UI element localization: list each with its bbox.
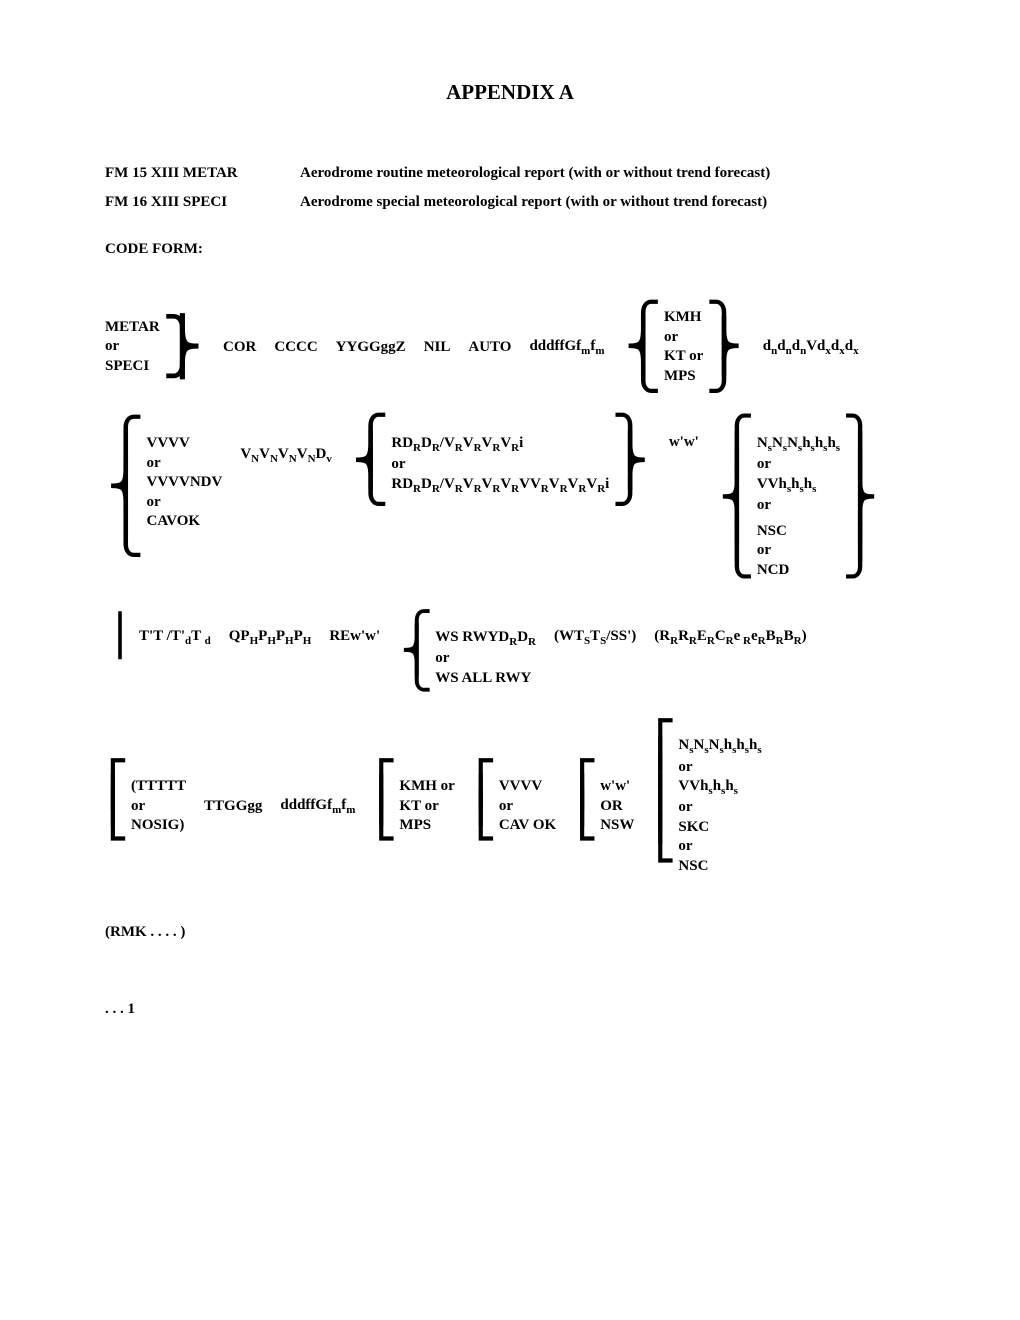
r1-mps: MPS — [664, 367, 703, 387]
appendix-title: APPENDIX A — [105, 80, 915, 105]
def-text-0: Aerodrome routine meteorological report … — [300, 165, 915, 182]
r1-cor: COR — [223, 339, 256, 356]
r4-nosig: NOSIG) — [131, 816, 186, 836]
r1-kmh: KMH — [664, 308, 703, 328]
r4-vvhs: VVhshshs — [678, 777, 761, 798]
def-text-1: Aerodrome special meteorological report … — [300, 194, 915, 211]
r3-rew: REw'w' — [329, 628, 380, 645]
brace-l: ⎧⎨⎩ — [624, 321, 662, 374]
r3-temp: T'T /T'dT d — [139, 628, 211, 647]
r4-cor2: or — [678, 798, 761, 818]
r4-wwor: OR — [600, 797, 634, 817]
r2-or1: or — [147, 454, 223, 474]
codeform-label: CODE FORM: — [105, 241, 915, 258]
r3-ws1: WS RWYDRDR — [435, 628, 536, 649]
r2-ww: w'w' — [669, 434, 699, 451]
dots-1: . . . 1 — [105, 1001, 915, 1018]
r1-wind: dddffGfmfm — [529, 338, 604, 357]
r2-nsc: NSC — [757, 522, 840, 542]
r2-c-or1: or — [757, 455, 840, 475]
bracket-l3: ⎡⎢⎣ — [475, 777, 497, 823]
r4-cor3: or — [678, 837, 761, 857]
r4-ttttt: (TTTTT — [131, 777, 186, 797]
r4-ww: w'w' — [600, 777, 634, 797]
r2-or2: or — [147, 493, 223, 513]
definitions: FM 15 XIII METAR Aerodrome routine meteo… — [105, 165, 915, 211]
bracket-l4: ⎡⎢⎣ — [576, 777, 598, 823]
code-row-2: ⎧⎪⎨⎪⎩ VVVV or VVVVNDV or CAVOK VNVNVNVND… — [105, 434, 915, 580]
r2-nshs: NsNsNshshshs — [757, 434, 840, 455]
r4-nsw: NSW — [600, 816, 634, 836]
r2-vvhs: VVhshshs — [757, 475, 840, 496]
brace-l5: ⎧⎨⎩ — [400, 628, 433, 674]
r1-dndndn: dndndnVdxdxdx — [763, 338, 859, 357]
r1-metar: METAR — [105, 318, 160, 338]
r2-rvr2: RDRDR/VRVRVRVRVVRVRVRVRi — [391, 475, 609, 496]
remark: (RMK . . . . ) — [105, 924, 915, 941]
r1-kt: KT or — [664, 347, 703, 367]
brace-r2: ⎫⎬⎭ — [705, 321, 743, 374]
r1-or2: or — [664, 328, 703, 348]
r4-vvvv: VVVV — [499, 777, 556, 797]
r2-rvr1: RDRDR/VRVRVRVRi — [391, 434, 609, 455]
r4-nsc: NSC — [678, 857, 761, 877]
def-code-0: FM 15 XIII METAR — [105, 165, 300, 182]
r1-or: or — [105, 337, 160, 357]
r4-cavok: CAV OK — [499, 816, 556, 836]
r3-wt: (WTSTS/SS') — [554, 628, 636, 647]
r2-c-or3: or — [757, 541, 840, 561]
r4-skc: SKC — [678, 818, 761, 838]
def-code-1: FM 16 XIII SPECI — [105, 194, 300, 211]
r1-nil: NIL — [424, 339, 451, 356]
code-row-1: METAR or SPECI ⎫⎬⎭ COR CCCC YYGGggZ NIL … — [105, 308, 915, 386]
vline: ⎪ — [105, 628, 135, 644]
r3-ws-or: or — [435, 649, 536, 669]
brace-l2: ⎧⎪⎨⎪⎩ — [107, 434, 145, 539]
r4-mps: MPS — [399, 816, 454, 836]
brace-r4: ⎫⎪⎪⎬⎪⎪⎭ — [842, 434, 878, 562]
r1-speci: SPECI — [105, 357, 160, 377]
bracket-l2: ⎡⎢⎣ — [375, 777, 397, 823]
r4-wind: dddffGfmfm — [280, 797, 355, 816]
r4-kmh: KMH or — [399, 777, 454, 797]
r2-vvvvndv: VVVVNDV — [147, 473, 223, 493]
r4-vor: or — [499, 797, 556, 817]
r2-c-or2: or — [757, 496, 840, 516]
r3-rr: (RRRRERCRe ReRBRBR) — [654, 628, 806, 647]
r4-cor1: or — [678, 758, 761, 778]
r2-cavok: CAVOK — [147, 512, 223, 532]
r2-vvvv: VVVV — [147, 434, 223, 454]
r4-ttgggg: TTGGgg — [204, 798, 262, 815]
r2-vnvnvndv: VNVNVNVNDv — [240, 446, 332, 465]
r3-ws2: WS ALL RWY — [435, 669, 536, 689]
code-row-4: ⎡⎢⎣ (TTTTT or NOSIG) TTGGgg dddffGfmfm ⎡… — [105, 736, 915, 876]
r3-qnh: QPHPHPHPH — [229, 628, 312, 647]
r2-rvr-or: or — [391, 455, 609, 475]
r1-yyggggz: YYGGggZ — [336, 339, 406, 356]
r1-auto: AUTO — [468, 339, 511, 356]
r4-kt: KT or — [399, 797, 454, 817]
r4-or: or — [131, 797, 186, 817]
code-row-3: ⎪ T'T /T'dT d QPHPHPHPH REw'w' ⎧⎨⎩ WS RW… — [105, 628, 915, 688]
brace-r3: ⎫⎬⎭ — [611, 434, 649, 487]
bracket-l5: ⎡⎢⎢⎢⎢⎣ — [654, 736, 676, 847]
r1-cccc: CCCC — [274, 339, 317, 356]
bracket-l1: ⎡⎢⎣ — [107, 777, 129, 823]
brace-l3: ⎧⎨⎩ — [352, 434, 390, 487]
brace-l4: ⎧⎪⎪⎨⎪⎪⎩ — [719, 434, 755, 562]
r4-nshs: NsNsNshshshs — [678, 736, 761, 757]
r2-ncd: NCD — [757, 561, 840, 581]
